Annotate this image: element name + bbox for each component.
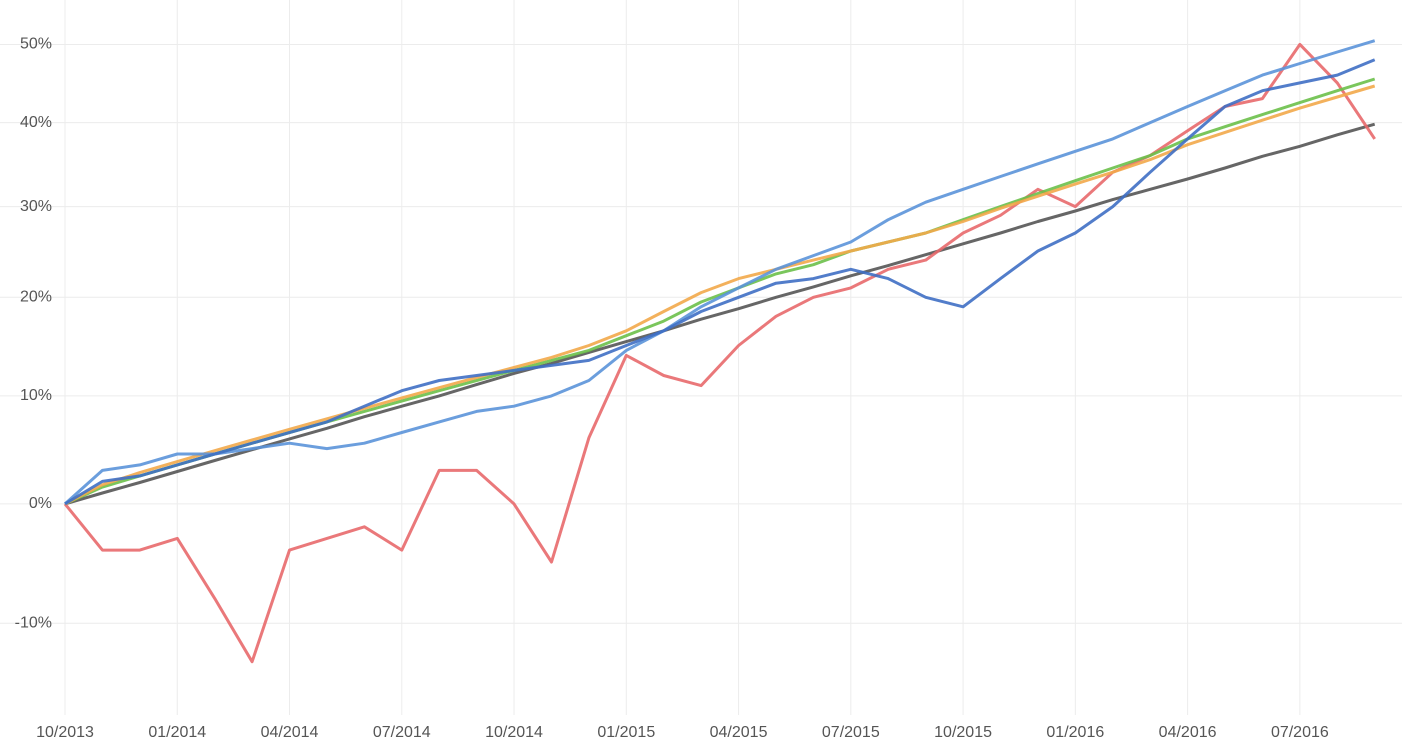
series-line <box>63 39 1376 506</box>
x-tick-label: 04/2015 <box>710 724 768 741</box>
y-tick-label: 20% <box>20 289 52 306</box>
x-tick-label: 04/2016 <box>1159 724 1217 741</box>
y-tick-label: 40% <box>20 114 52 131</box>
series-line <box>64 122 1376 506</box>
y-tick-label: -10% <box>15 614 52 631</box>
x-tick-label: 04/2014 <box>261 724 319 741</box>
x-tick-label: 01/2014 <box>148 724 206 741</box>
x-tick-label: 01/2015 <box>597 724 655 741</box>
y-tick-label: 30% <box>20 198 52 215</box>
y-tick-label: 10% <box>20 387 52 404</box>
x-tick-label: 01/2016 <box>1046 724 1104 741</box>
y-tick-label: 50% <box>20 36 52 53</box>
x-tick-label: 10/2013 <box>36 724 94 741</box>
y-tick-label: 0% <box>29 495 52 512</box>
x-tick-label: 10/2014 <box>485 724 543 741</box>
series-line <box>64 84 1376 506</box>
series-line <box>63 42 1376 664</box>
x-tick-label: 07/2015 <box>822 724 880 741</box>
series-line <box>64 58 1376 506</box>
x-tick-label: 10/2015 <box>934 724 992 741</box>
x-tick-label: 07/2014 <box>373 724 431 741</box>
x-tick-label: 07/2016 <box>1271 724 1329 741</box>
